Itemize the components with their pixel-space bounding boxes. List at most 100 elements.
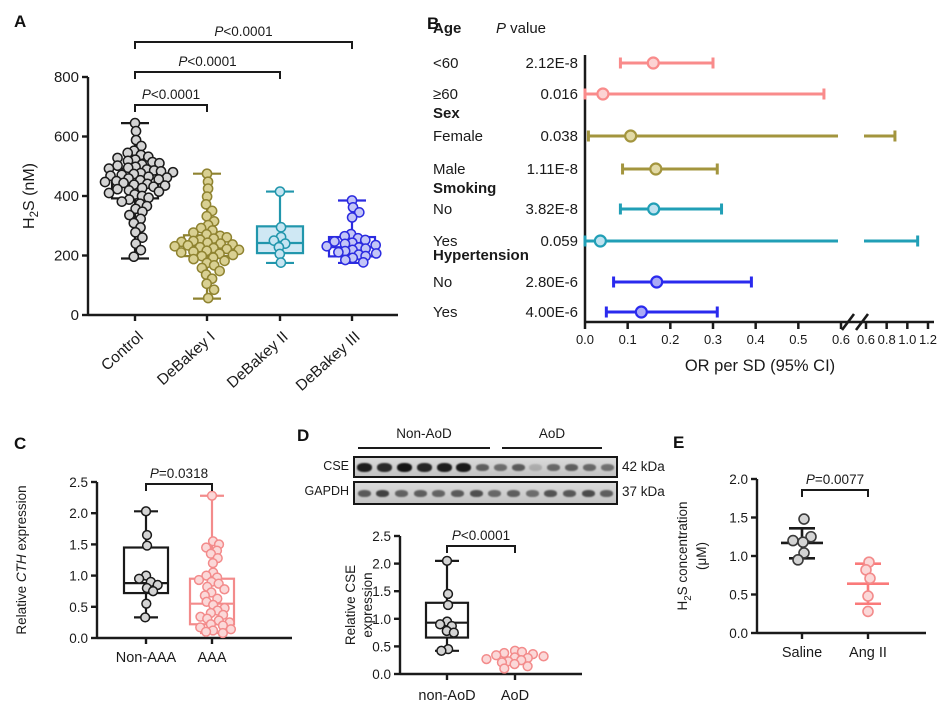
sig-label: P<0.0001: [178, 54, 236, 69]
data-point: [188, 253, 199, 265]
data-point: [370, 248, 382, 259]
sig-label: P=0.0318: [150, 466, 208, 481]
data-point: [864, 572, 876, 585]
data-points: [133, 506, 163, 623]
axes: [91, 480, 292, 644]
y-axis-label: (μM): [694, 542, 709, 570]
data-point: [112, 183, 123, 195]
protein-band: [357, 489, 371, 497]
axes: [751, 477, 926, 639]
protein-band: [488, 489, 502, 497]
box-group: [424, 555, 470, 656]
forest-row: [583, 235, 920, 247]
protein-band: [456, 462, 472, 472]
data-point: [141, 529, 153, 541]
data-point: [141, 540, 153, 551]
forest-row: [612, 276, 753, 288]
blot-kda-label: 37 kDa: [622, 484, 665, 499]
axes: [394, 534, 582, 680]
data-point: [206, 490, 218, 501]
protein-band: [493, 463, 507, 471]
data-point: [175, 247, 187, 258]
data-point: [491, 650, 502, 661]
data-point: [141, 598, 152, 609]
x-axis-label: OR per SD (95% CI): [685, 357, 835, 375]
box-group: [169, 168, 245, 304]
data-points: [321, 195, 382, 268]
blot-group-header: Non-AoD: [396, 426, 452, 441]
forest-row-p-value: 3.82E-8: [525, 201, 578, 218]
x-category-label: AAA: [197, 650, 226, 666]
forest-row-p-value: 4.00E-6: [525, 304, 578, 321]
data-point: [116, 196, 128, 208]
data-point: [434, 619, 446, 630]
y-axis-label: H2S (nM): [21, 163, 41, 229]
data-point: [275, 257, 287, 268]
x-category-label: DeBakey III: [293, 328, 364, 394]
data-points: [434, 555, 459, 656]
data-point: [137, 232, 148, 243]
data-point: [441, 555, 453, 566]
sig-bracket: [134, 71, 281, 79]
data-point: [135, 244, 147, 256]
data-points: [481, 645, 549, 674]
protein-band: [436, 462, 452, 472]
y-tick-label: 1.5: [729, 511, 748, 526]
x-tick-label: 0.1: [619, 332, 637, 347]
axis-break: [840, 313, 870, 331]
y-tick-label: 1.5: [69, 537, 88, 552]
panel-label-e: E: [673, 433, 685, 452]
or-marker: [649, 162, 663, 176]
forest-row-label: ≥60: [433, 86, 458, 103]
y-tick-label: 0.0: [372, 667, 391, 682]
panel-a-h2s-box-plot: 0 200 400 600 800 Control DeBakey I DeBakey II D…: [21, 24, 398, 395]
data-point: [208, 284, 220, 296]
data-point: [140, 506, 152, 517]
protein-band: [600, 489, 614, 497]
data-point: [862, 605, 874, 618]
data-point: [353, 207, 365, 218]
data-points: [193, 490, 237, 639]
data-point: [436, 645, 447, 656]
sig-label: P<0.0001: [142, 87, 200, 102]
forest-group-header: Smoking: [433, 180, 496, 197]
blot-protein-label: GAPDH: [304, 484, 349, 498]
blot-group-header: AoD: [538, 426, 566, 441]
data-point: [118, 177, 129, 189]
data-point: [130, 125, 142, 137]
x-category-label: Ang II: [849, 645, 887, 661]
data-point: [147, 586, 159, 597]
data-point: [112, 160, 123, 172]
sig-bracket: [134, 41, 353, 49]
forest-row-label: No: [433, 274, 452, 291]
blot-membrane: [353, 481, 618, 505]
x-tick-label: 0.3: [704, 332, 722, 347]
data-point: [442, 588, 454, 600]
box-group: [255, 186, 305, 268]
sig-bracket: [801, 489, 869, 497]
data-point: [153, 186, 165, 197]
forest-row-label: No: [433, 201, 452, 218]
data-points: [99, 117, 179, 263]
y-tick-label: 600: [54, 129, 79, 146]
y-tick-label: 2.5: [69, 475, 88, 490]
blot-kda-label: 42 kDa: [622, 459, 665, 474]
x-tick-label: 0.2: [661, 332, 679, 347]
panel-label-d: D: [297, 426, 310, 445]
x-tick-label: 0.0: [576, 332, 594, 347]
protein-band: [413, 489, 427, 497]
protein-band: [547, 463, 561, 471]
data-point: [225, 624, 237, 635]
protein-band: [432, 489, 446, 497]
sig-label: P=0.0077: [806, 472, 864, 487]
blot-group-underline: [502, 447, 602, 449]
blot-protein-label: CSE: [323, 459, 349, 473]
data-points: [787, 513, 817, 566]
y-tick-label: 2.0: [372, 557, 391, 572]
data-point: [200, 198, 212, 210]
or-marker: [593, 234, 607, 248]
protein-band: [451, 489, 465, 497]
x-tick-label: 0.5: [789, 332, 807, 347]
or-marker: [634, 305, 648, 319]
x-tick-label: 1.0: [898, 332, 916, 347]
